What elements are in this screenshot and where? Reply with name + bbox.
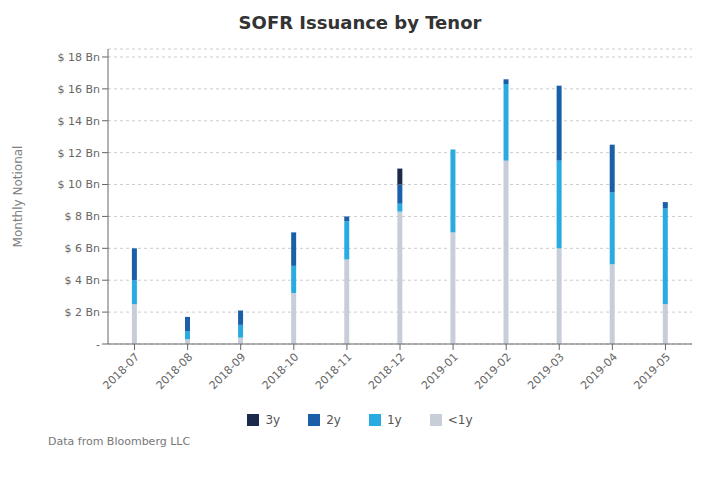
svg-text:-: - bbox=[96, 338, 100, 351]
html-text:<1y: <1y bbox=[447, 413, 473, 427]
svg-text:$ 4 Bn: $ 4 Bn bbox=[64, 274, 100, 287]
svg-text:2019-02: 2019-02 bbox=[472, 350, 514, 392]
html-text:3y: 3y bbox=[265, 413, 281, 427]
svg-text:$ 12 Bn: $ 12 Bn bbox=[57, 147, 100, 160]
svg-text:$ 10 Bn: $ 10 Bn bbox=[57, 178, 100, 191]
svg-text:$ 6 Bn: $ 6 Bn bbox=[64, 242, 100, 255]
html-text:SOFR Issuance by Tenor: SOFR Issuance by Tenor bbox=[238, 12, 482, 33]
html-text:2y: 2y bbox=[326, 413, 341, 427]
svg-text:$ 16 Bn: $ 16 Bn bbox=[57, 83, 100, 96]
svg-text:$ 18 Bn: $ 18 Bn bbox=[57, 51, 100, 64]
svg-text:2019-01: 2019-01 bbox=[419, 350, 461, 392]
svg-text:2018-12: 2018-12 bbox=[366, 350, 408, 392]
svg-text:2018-10: 2018-10 bbox=[260, 350, 302, 392]
svg-text:2018-09: 2018-09 bbox=[207, 350, 249, 392]
svg-text:Monthly Notional: Monthly Notional bbox=[11, 146, 25, 248]
svg-text:2019-03: 2019-03 bbox=[525, 350, 567, 392]
svg-text:2018-08: 2018-08 bbox=[154, 350, 196, 392]
html-text:1y: 1y bbox=[387, 413, 402, 427]
svg-text:$ 14 Bn: $ 14 Bn bbox=[57, 115, 100, 128]
html-text:Data from Bloomberg LLC: Data from Bloomberg LLC bbox=[48, 435, 191, 448]
svg-text:2018-11: 2018-11 bbox=[313, 350, 355, 392]
svg-text:2019-05: 2019-05 bbox=[631, 350, 673, 392]
svg-text:2018-07: 2018-07 bbox=[100, 350, 142, 392]
svg-text:2019-04: 2019-04 bbox=[578, 350, 620, 392]
svg-text:$ 2 Bn: $ 2 Bn bbox=[64, 306, 100, 319]
svg-text:$ 8 Bn: $ 8 Bn bbox=[64, 210, 100, 223]
